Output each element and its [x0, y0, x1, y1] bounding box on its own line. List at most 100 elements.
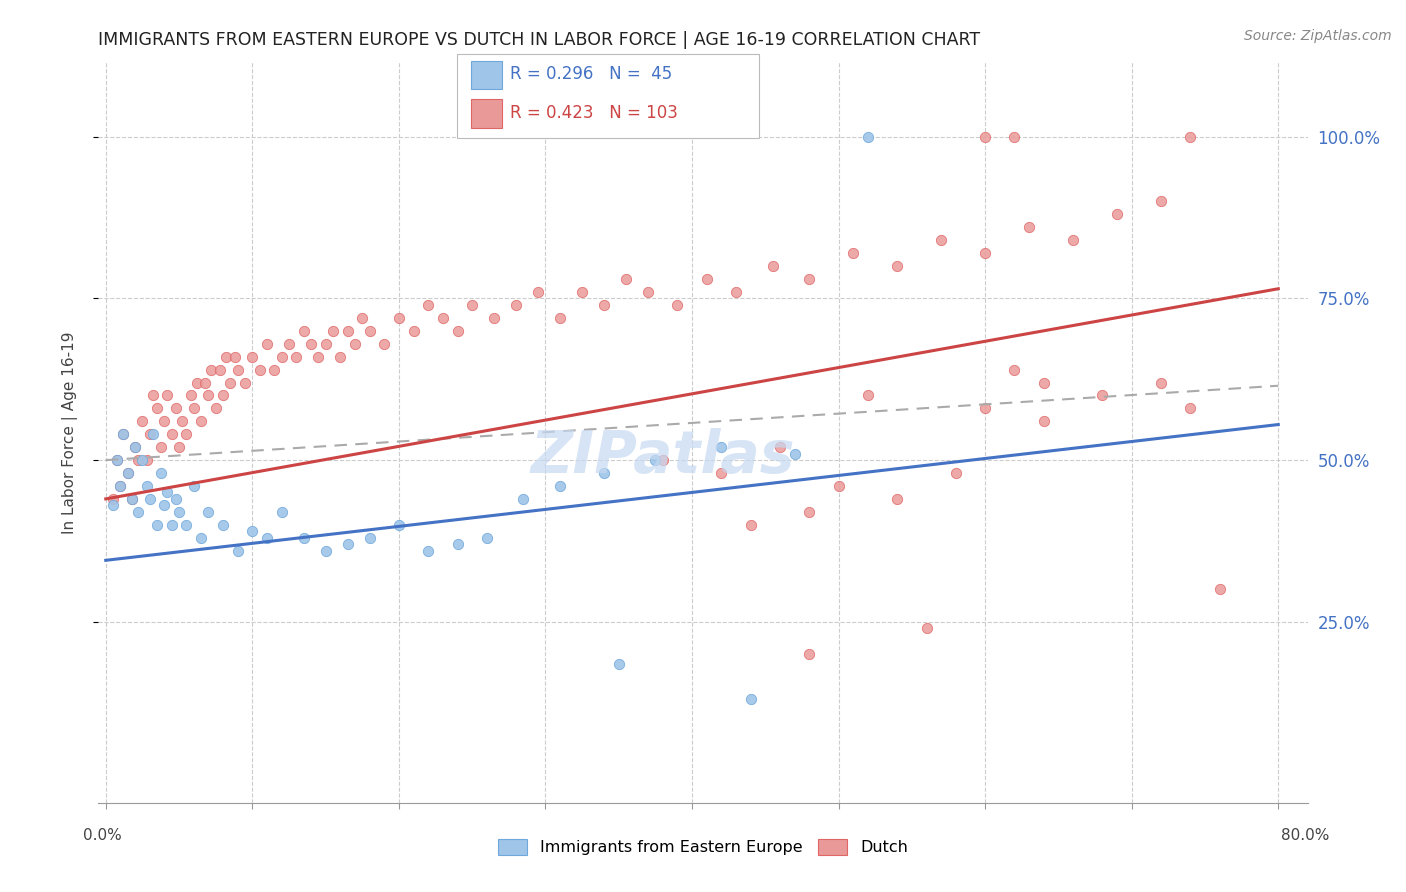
- Point: [156, 485, 179, 500]
- Point: [418, 543, 440, 558]
- Point: [249, 362, 271, 376]
- Point: [278, 336, 301, 351]
- Point: [233, 376, 256, 390]
- Text: ZIPatlas: ZIPatlas: [530, 428, 794, 485]
- Point: [593, 466, 616, 480]
- Point: [974, 401, 997, 416]
- Point: [180, 388, 202, 402]
- Point: [256, 336, 278, 351]
- Point: [740, 692, 762, 706]
- Point: [710, 466, 733, 480]
- Point: [475, 531, 498, 545]
- Point: [322, 324, 344, 338]
- Point: [197, 505, 219, 519]
- Point: [762, 259, 785, 273]
- Point: [461, 298, 484, 312]
- Point: [209, 362, 232, 376]
- Point: [929, 233, 952, 247]
- Point: [359, 531, 381, 545]
- Point: [183, 479, 205, 493]
- Point: [740, 517, 762, 532]
- Text: 80.0%: 80.0%: [1281, 829, 1329, 843]
- Point: [226, 543, 249, 558]
- Point: [263, 362, 285, 376]
- Point: [124, 440, 146, 454]
- Point: [799, 505, 821, 519]
- Point: [359, 324, 381, 338]
- Point: [945, 466, 967, 480]
- Point: [135, 479, 157, 493]
- Point: [1032, 414, 1054, 428]
- Point: [131, 453, 153, 467]
- Point: [724, 285, 747, 299]
- Point: [1018, 220, 1040, 235]
- Point: [1004, 362, 1026, 376]
- Point: [1062, 233, 1084, 247]
- Point: [482, 310, 505, 325]
- Point: [593, 298, 616, 312]
- Point: [153, 499, 176, 513]
- Point: [446, 324, 468, 338]
- Point: [146, 401, 169, 416]
- Point: [194, 376, 217, 390]
- Point: [1091, 388, 1114, 402]
- Point: [856, 388, 879, 402]
- Point: [176, 427, 198, 442]
- Y-axis label: In Labor Force | Age 16-19: In Labor Force | Age 16-19: [62, 331, 77, 534]
- Text: IMMIGRANTS FROM EASTERN EUROPE VS DUTCH IN LABOR FORCE | AGE 16-19 CORRELATION C: IMMIGRANTS FROM EASTERN EUROPE VS DUTCH …: [98, 31, 980, 49]
- Text: 0.0%: 0.0%: [83, 829, 122, 843]
- Point: [856, 129, 879, 144]
- Point: [121, 491, 143, 506]
- Point: [1032, 376, 1054, 390]
- Point: [388, 310, 411, 325]
- Point: [315, 336, 337, 351]
- Point: [167, 505, 190, 519]
- Point: [352, 310, 374, 325]
- Point: [150, 440, 173, 454]
- Point: [112, 427, 135, 442]
- Point: [165, 401, 187, 416]
- Point: [1105, 207, 1128, 221]
- Point: [710, 440, 733, 454]
- Point: [240, 350, 263, 364]
- Point: [292, 531, 315, 545]
- Point: [915, 621, 938, 635]
- Point: [505, 298, 527, 312]
- Point: [142, 427, 165, 442]
- Point: [842, 246, 865, 260]
- Point: [270, 350, 292, 364]
- Point: [167, 440, 190, 454]
- Point: [190, 531, 212, 545]
- Point: [226, 362, 249, 376]
- Point: [292, 324, 315, 338]
- Point: [142, 388, 165, 402]
- Point: [110, 479, 132, 493]
- Point: [138, 491, 160, 506]
- Point: [270, 505, 292, 519]
- Point: [769, 440, 792, 454]
- Point: [219, 376, 242, 390]
- Point: [160, 517, 183, 532]
- Point: [343, 336, 366, 351]
- Point: [299, 336, 322, 351]
- Point: [117, 466, 139, 480]
- Point: [200, 362, 222, 376]
- Point: [110, 479, 132, 493]
- Point: [127, 453, 149, 467]
- Point: [1150, 376, 1173, 390]
- Point: [614, 272, 637, 286]
- Point: [138, 427, 160, 442]
- Point: [418, 298, 440, 312]
- Point: [886, 491, 908, 506]
- Point: [204, 401, 226, 416]
- Point: [240, 524, 263, 539]
- Point: [827, 479, 849, 493]
- Point: [974, 246, 997, 260]
- Point: [107, 453, 129, 467]
- Point: [170, 414, 193, 428]
- Point: [974, 129, 997, 144]
- Point: [131, 414, 153, 428]
- Text: R = 0.296   N =  45: R = 0.296 N = 45: [510, 65, 672, 83]
- Point: [548, 479, 571, 493]
- Point: [799, 647, 821, 661]
